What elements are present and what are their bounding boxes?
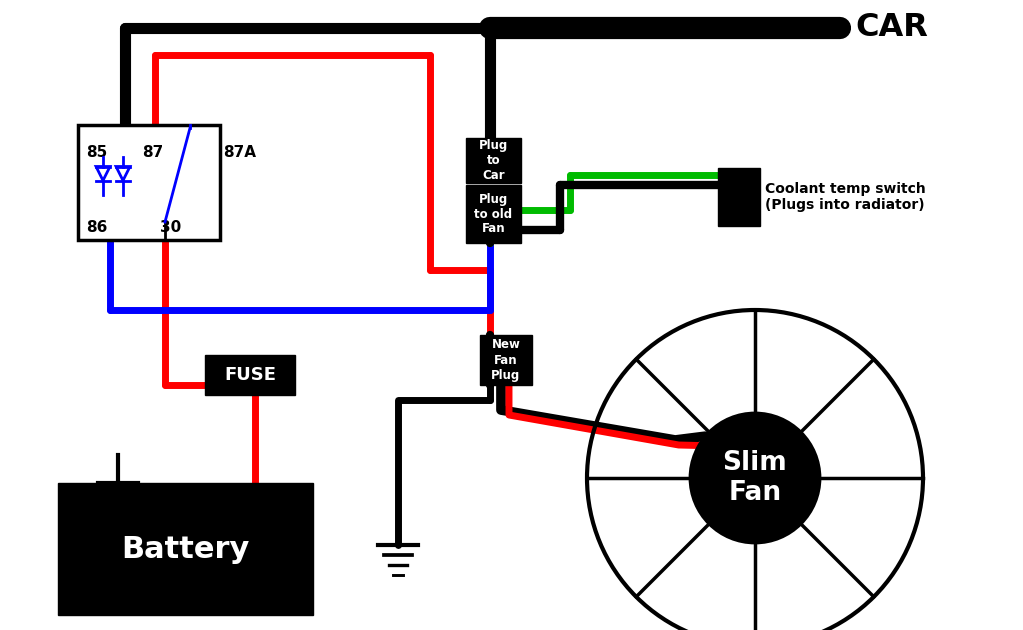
Text: 86: 86 bbox=[86, 220, 107, 235]
Text: Plug
to old
Fan: Plug to old Fan bbox=[475, 193, 513, 236]
Text: 85: 85 bbox=[86, 145, 107, 160]
Bar bbox=[78, 125, 220, 240]
Bar bbox=[466, 138, 521, 183]
Bar bbox=[58, 483, 313, 615]
Text: New
Fan
Plug: New Fan Plug bbox=[491, 338, 521, 382]
Bar bbox=[718, 168, 760, 226]
Text: Slim
Fan: Slim Fan bbox=[722, 450, 788, 506]
Text: Plug
to
Car: Plug to Car bbox=[479, 139, 508, 182]
Text: 87A: 87A bbox=[223, 145, 256, 160]
Circle shape bbox=[690, 413, 820, 543]
Text: Coolant temp switch
(Plugs into radiator): Coolant temp switch (Plugs into radiator… bbox=[765, 182, 926, 212]
Text: 30: 30 bbox=[160, 220, 181, 235]
Bar bbox=[205, 355, 295, 395]
Text: CAR: CAR bbox=[855, 13, 928, 43]
Bar bbox=[480, 335, 532, 385]
Text: Battery: Battery bbox=[122, 534, 250, 563]
Bar bbox=[466, 185, 521, 243]
Text: 87: 87 bbox=[142, 145, 164, 160]
Text: FUSE: FUSE bbox=[224, 366, 276, 384]
